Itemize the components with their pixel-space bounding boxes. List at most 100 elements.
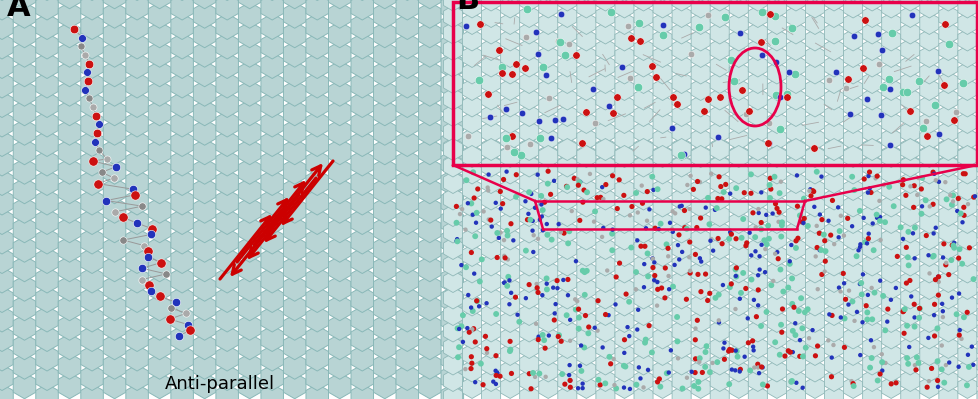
Point — [711, 94, 727, 100]
Point — [531, 118, 547, 124]
Point — [765, 278, 780, 284]
Point — [496, 280, 511, 286]
Point — [910, 360, 925, 366]
Point — [690, 24, 706, 30]
Point — [900, 361, 915, 367]
Point — [823, 354, 839, 361]
Point — [182, 327, 198, 334]
Point — [539, 232, 555, 238]
Point — [632, 375, 647, 381]
Point — [791, 337, 807, 344]
Point — [480, 91, 496, 97]
Point — [864, 220, 879, 227]
Point — [759, 139, 775, 146]
Point — [848, 253, 864, 259]
Point — [623, 203, 639, 210]
Point — [753, 219, 769, 226]
Point — [690, 359, 706, 365]
Point — [109, 164, 124, 170]
Point — [858, 96, 873, 102]
Point — [944, 192, 959, 199]
Point — [728, 273, 743, 280]
Point — [871, 371, 887, 377]
Point — [569, 176, 585, 182]
Point — [641, 206, 656, 213]
Point — [710, 317, 726, 324]
Point — [570, 306, 586, 312]
Point — [646, 273, 662, 279]
Point — [786, 332, 802, 338]
Point — [736, 354, 752, 360]
Point — [741, 229, 757, 236]
Point — [943, 201, 958, 208]
Point — [496, 253, 511, 259]
Point — [550, 333, 565, 340]
Point — [540, 180, 556, 187]
Point — [529, 172, 545, 178]
Point — [687, 251, 702, 258]
Point — [934, 254, 950, 261]
Point — [470, 303, 486, 310]
Point — [936, 379, 952, 386]
Point — [660, 253, 676, 259]
Point — [811, 247, 826, 253]
Point — [925, 312, 941, 318]
Bar — [453, 2, 976, 165]
Point — [894, 89, 910, 96]
Point — [907, 362, 922, 368]
Point — [924, 169, 940, 176]
Point — [660, 273, 676, 279]
Point — [742, 252, 758, 259]
Point — [559, 276, 575, 282]
Point — [894, 308, 910, 315]
Point — [533, 193, 549, 199]
Point — [937, 362, 953, 368]
Point — [488, 311, 504, 317]
Point — [727, 306, 742, 312]
Point — [590, 298, 605, 304]
Point — [935, 241, 951, 247]
Point — [807, 353, 822, 359]
Point — [732, 366, 747, 373]
Point — [129, 220, 145, 226]
Point — [774, 219, 789, 225]
Point — [81, 61, 97, 67]
Point — [906, 314, 921, 321]
Point — [479, 184, 495, 191]
Point — [491, 47, 507, 53]
Point — [650, 226, 666, 232]
Point — [546, 317, 561, 323]
Point — [837, 296, 853, 302]
Point — [641, 322, 656, 329]
Point — [811, 230, 826, 237]
Point — [773, 178, 788, 185]
Point — [453, 262, 468, 268]
Point — [538, 72, 554, 78]
Point — [480, 171, 496, 178]
Point — [671, 256, 687, 263]
Point — [495, 176, 511, 183]
Point — [857, 239, 872, 245]
Point — [498, 168, 513, 175]
Point — [747, 224, 763, 231]
Point — [778, 91, 793, 97]
Point — [938, 196, 954, 203]
Point — [687, 337, 702, 343]
Point — [905, 204, 920, 211]
Point — [742, 190, 758, 196]
Point — [830, 234, 846, 241]
Point — [697, 204, 713, 211]
Point — [539, 221, 555, 227]
Point — [901, 344, 916, 350]
Point — [934, 308, 950, 314]
Point — [538, 280, 554, 287]
Point — [508, 194, 523, 200]
Point — [716, 356, 732, 363]
Point — [492, 373, 508, 379]
Point — [965, 194, 978, 200]
Point — [520, 189, 536, 196]
Point — [670, 242, 686, 248]
Point — [671, 232, 687, 238]
Point — [910, 78, 925, 84]
Point — [856, 16, 871, 23]
